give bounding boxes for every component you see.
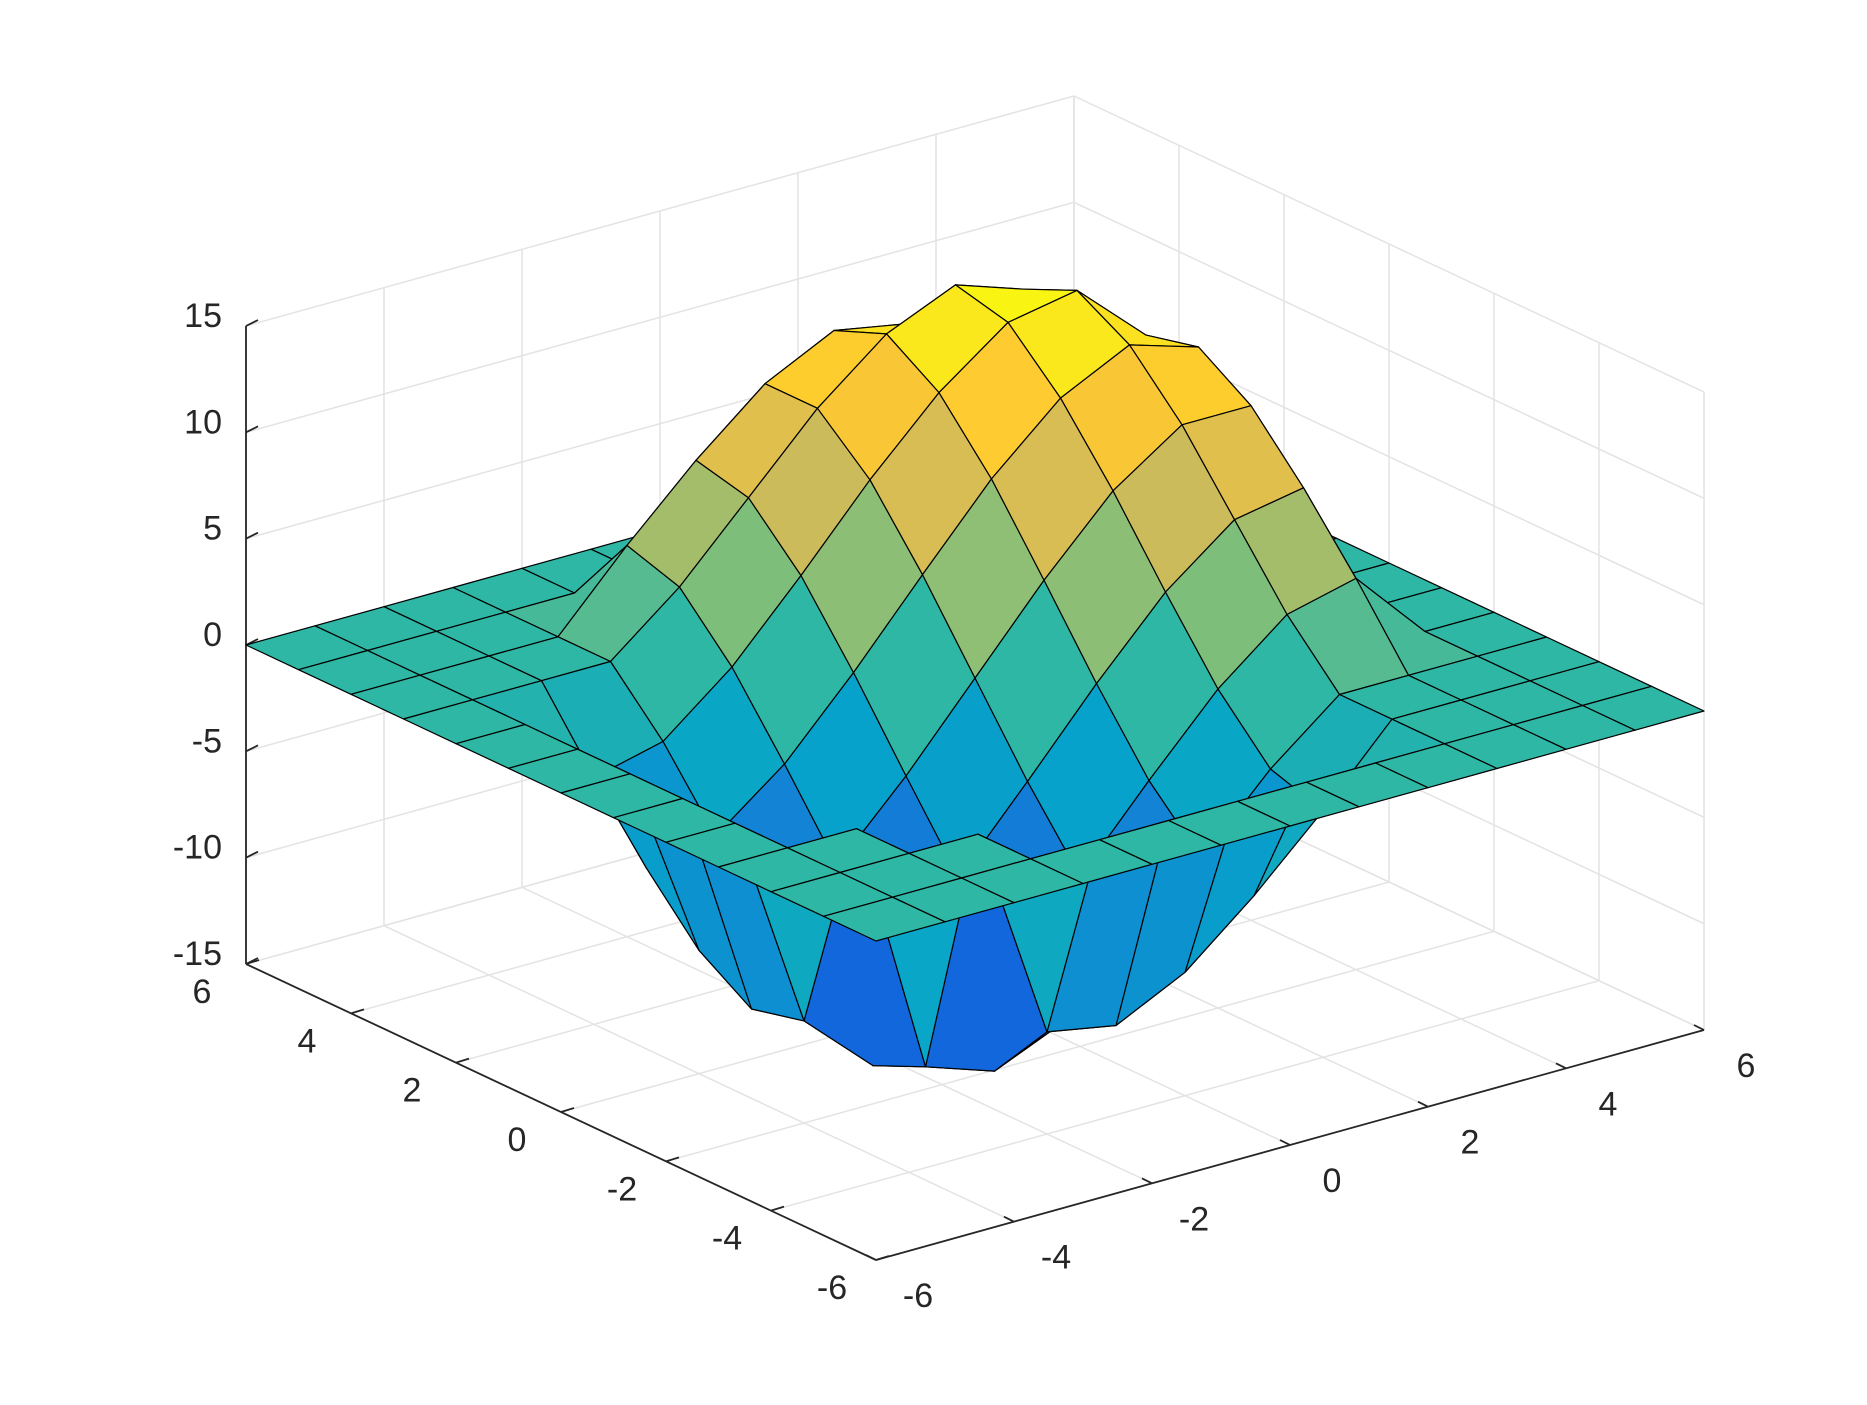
grid-line [245,95,1075,327]
x-tick-label: 4 [1599,1085,1618,1123]
surface-patch [822,896,946,942]
x-tick [865,1254,877,1261]
z-tick-label: -5 [192,722,222,760]
x-tick [1141,1177,1153,1185]
z-tick [245,531,259,540]
z-tick [245,744,259,753]
y-tick-label: 4 [298,1022,317,1060]
x-tick [1555,1062,1567,1070]
y-tick-label: -4 [712,1220,742,1258]
grid-line [665,930,1495,1163]
x-tick-label: 6 [1737,1047,1756,1085]
grid-line [770,979,1600,1212]
x-tick-label: -6 [903,1277,933,1315]
y-tick-label: -6 [817,1269,847,1307]
y-tick-label: 6 [193,973,212,1011]
y-tick-label: -2 [607,1170,637,1208]
grid-line [1073,95,1705,393]
y-tick-label: 0 [508,1121,527,1159]
y-tick-label: 2 [403,1072,422,1110]
surface-patch [990,397,1114,581]
z-tick [245,850,259,859]
grid-line [1073,201,1705,500]
z-tick-label: 5 [203,510,222,548]
x-tick [1417,1100,1429,1108]
grid-line [245,201,1075,434]
z-tick-label: 15 [184,297,222,335]
x-tick [1693,1024,1705,1031]
z-tick-label: 10 [184,403,222,441]
z-tick-label: -10 [173,829,222,867]
z-tick [245,319,259,327]
x-tick-label: -4 [1041,1239,1071,1277]
z-tick-label: 0 [203,616,222,654]
x-tick-label: 2 [1461,1124,1480,1162]
x-tick [1003,1215,1015,1223]
y-tick [770,1205,785,1212]
y-tick [350,1008,365,1015]
x-tick-label: 0 [1323,1162,1342,1200]
z-tick-label: -15 [173,935,222,973]
y-tick [560,1107,575,1113]
x-tick-label: -2 [1179,1200,1209,1238]
y-tick [455,1057,470,1064]
x-tick [1279,1139,1291,1146]
y-tick [875,1255,890,1261]
z-tick [245,425,259,434]
y-tick [245,959,260,965]
y-tick [665,1156,680,1163]
